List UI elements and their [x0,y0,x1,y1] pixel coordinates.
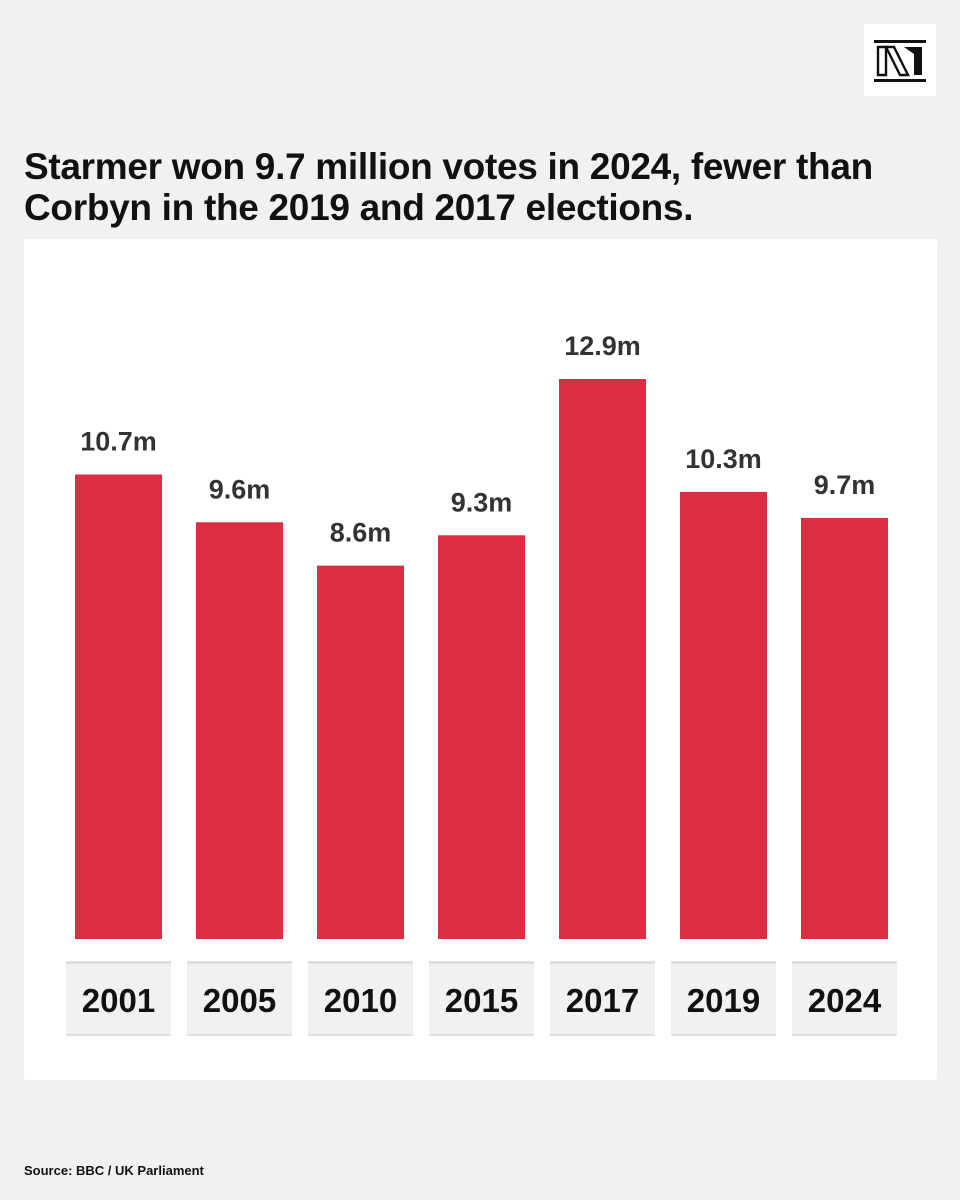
bar-2019 [680,491,767,939]
tick-box-bottom-border [792,1034,897,1036]
tick-box-2024 [792,961,897,1036]
bar-2010 [317,565,404,939]
tick-box-top-border [792,961,897,964]
chart-title: Starmer won 9.7 million votes in 2024, f… [24,146,873,228]
tick-box-2010 [308,961,413,1036]
tick-box-top-border [429,961,534,964]
tick-label-2017: 2017 [566,982,639,1019]
value-label-2015: 9.3m [451,487,513,517]
logo-mark-icon [874,40,926,82]
bar-chart: 10.7m 2001 9.6m 2005 8.6m 2010 9.3m 2015 12.9m 20… [66,331,897,1036]
tick-box-2015 [429,961,534,1036]
tick-box-2005 [187,961,292,1036]
tick-label-2024: 2024 [808,982,882,1019]
tick-label-2005: 2005 [203,982,276,1019]
tick-box-top-border [187,961,292,964]
value-label-2017: 12.9m [564,331,641,361]
tick-label-2010: 2010 [324,982,397,1019]
bar-2017 [559,379,646,939]
brand-logo: N [864,24,936,96]
tick-box-2019 [671,961,776,1036]
bar-2005 [196,522,283,939]
tick-label-2001: 2001 [82,982,155,1019]
source-note: Source: BBC / UK Parliament [24,1163,204,1178]
tick-box-bottom-border [671,1034,776,1036]
logo-text: N [864,24,865,25]
tick-label-2019: 2019 [687,982,760,1019]
tick-box-bottom-border [66,1034,171,1036]
tick-box-bottom-border [187,1034,292,1036]
tick-box-bottom-border [308,1034,413,1036]
value-label-2005: 9.6m [209,474,271,504]
tick-box-bottom-border [429,1034,534,1036]
tick-box-top-border [550,961,655,964]
value-label-2019: 10.3m [685,444,762,474]
bar-2024 [801,517,888,939]
tick-label-2015: 2015 [445,982,518,1019]
tick-box-2017 [550,961,655,1036]
value-label-2001: 10.7m [80,427,157,457]
tick-box-bottom-border [550,1034,655,1036]
bar-2001 [75,474,162,939]
tick-box-top-border [66,961,171,964]
tick-box-2001 [66,961,171,1036]
bar-2015 [438,535,525,939]
chart-card: 10.7m 2001 9.6m 2005 8.6m 2010 9.3m 2015 12.9m 20… [24,239,937,1080]
tick-box-top-border [308,961,413,964]
tick-box-top-border [671,961,776,964]
value-label-2024: 9.7m [814,470,876,500]
value-label-2010: 8.6m [330,518,392,548]
